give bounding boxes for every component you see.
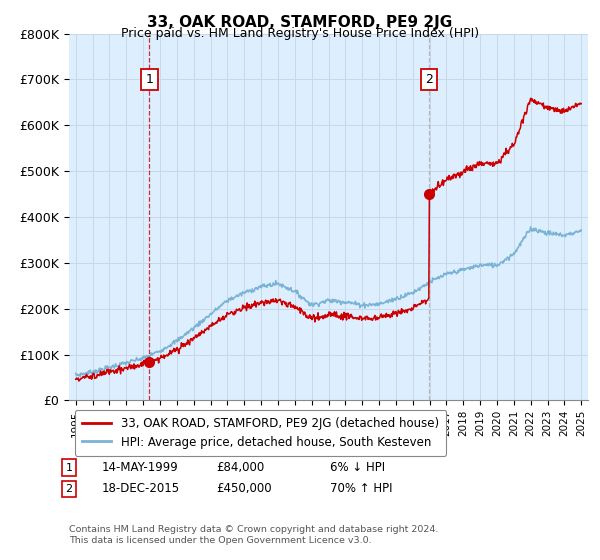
Text: 18-DEC-2015: 18-DEC-2015 <box>102 482 180 496</box>
Text: 14-MAY-1999: 14-MAY-1999 <box>102 461 179 474</box>
Text: £84,000: £84,000 <box>216 461 264 474</box>
Text: 70% ↑ HPI: 70% ↑ HPI <box>330 482 392 496</box>
Text: Price paid vs. HM Land Registry's House Price Index (HPI): Price paid vs. HM Land Registry's House … <box>121 27 479 40</box>
Text: 1: 1 <box>65 463 73 473</box>
Text: £450,000: £450,000 <box>216 482 272 496</box>
Legend: 33, OAK ROAD, STAMFORD, PE9 2JG (detached house), HPI: Average price, detached h: 33, OAK ROAD, STAMFORD, PE9 2JG (detache… <box>75 409 446 456</box>
Text: 2: 2 <box>425 73 433 86</box>
Text: 6% ↓ HPI: 6% ↓ HPI <box>330 461 385 474</box>
Text: Contains HM Land Registry data © Crown copyright and database right 2024.
This d: Contains HM Land Registry data © Crown c… <box>69 525 439 545</box>
Text: 33, OAK ROAD, STAMFORD, PE9 2JG: 33, OAK ROAD, STAMFORD, PE9 2JG <box>148 15 452 30</box>
Text: 1: 1 <box>145 73 154 86</box>
Text: 2: 2 <box>65 484 73 494</box>
